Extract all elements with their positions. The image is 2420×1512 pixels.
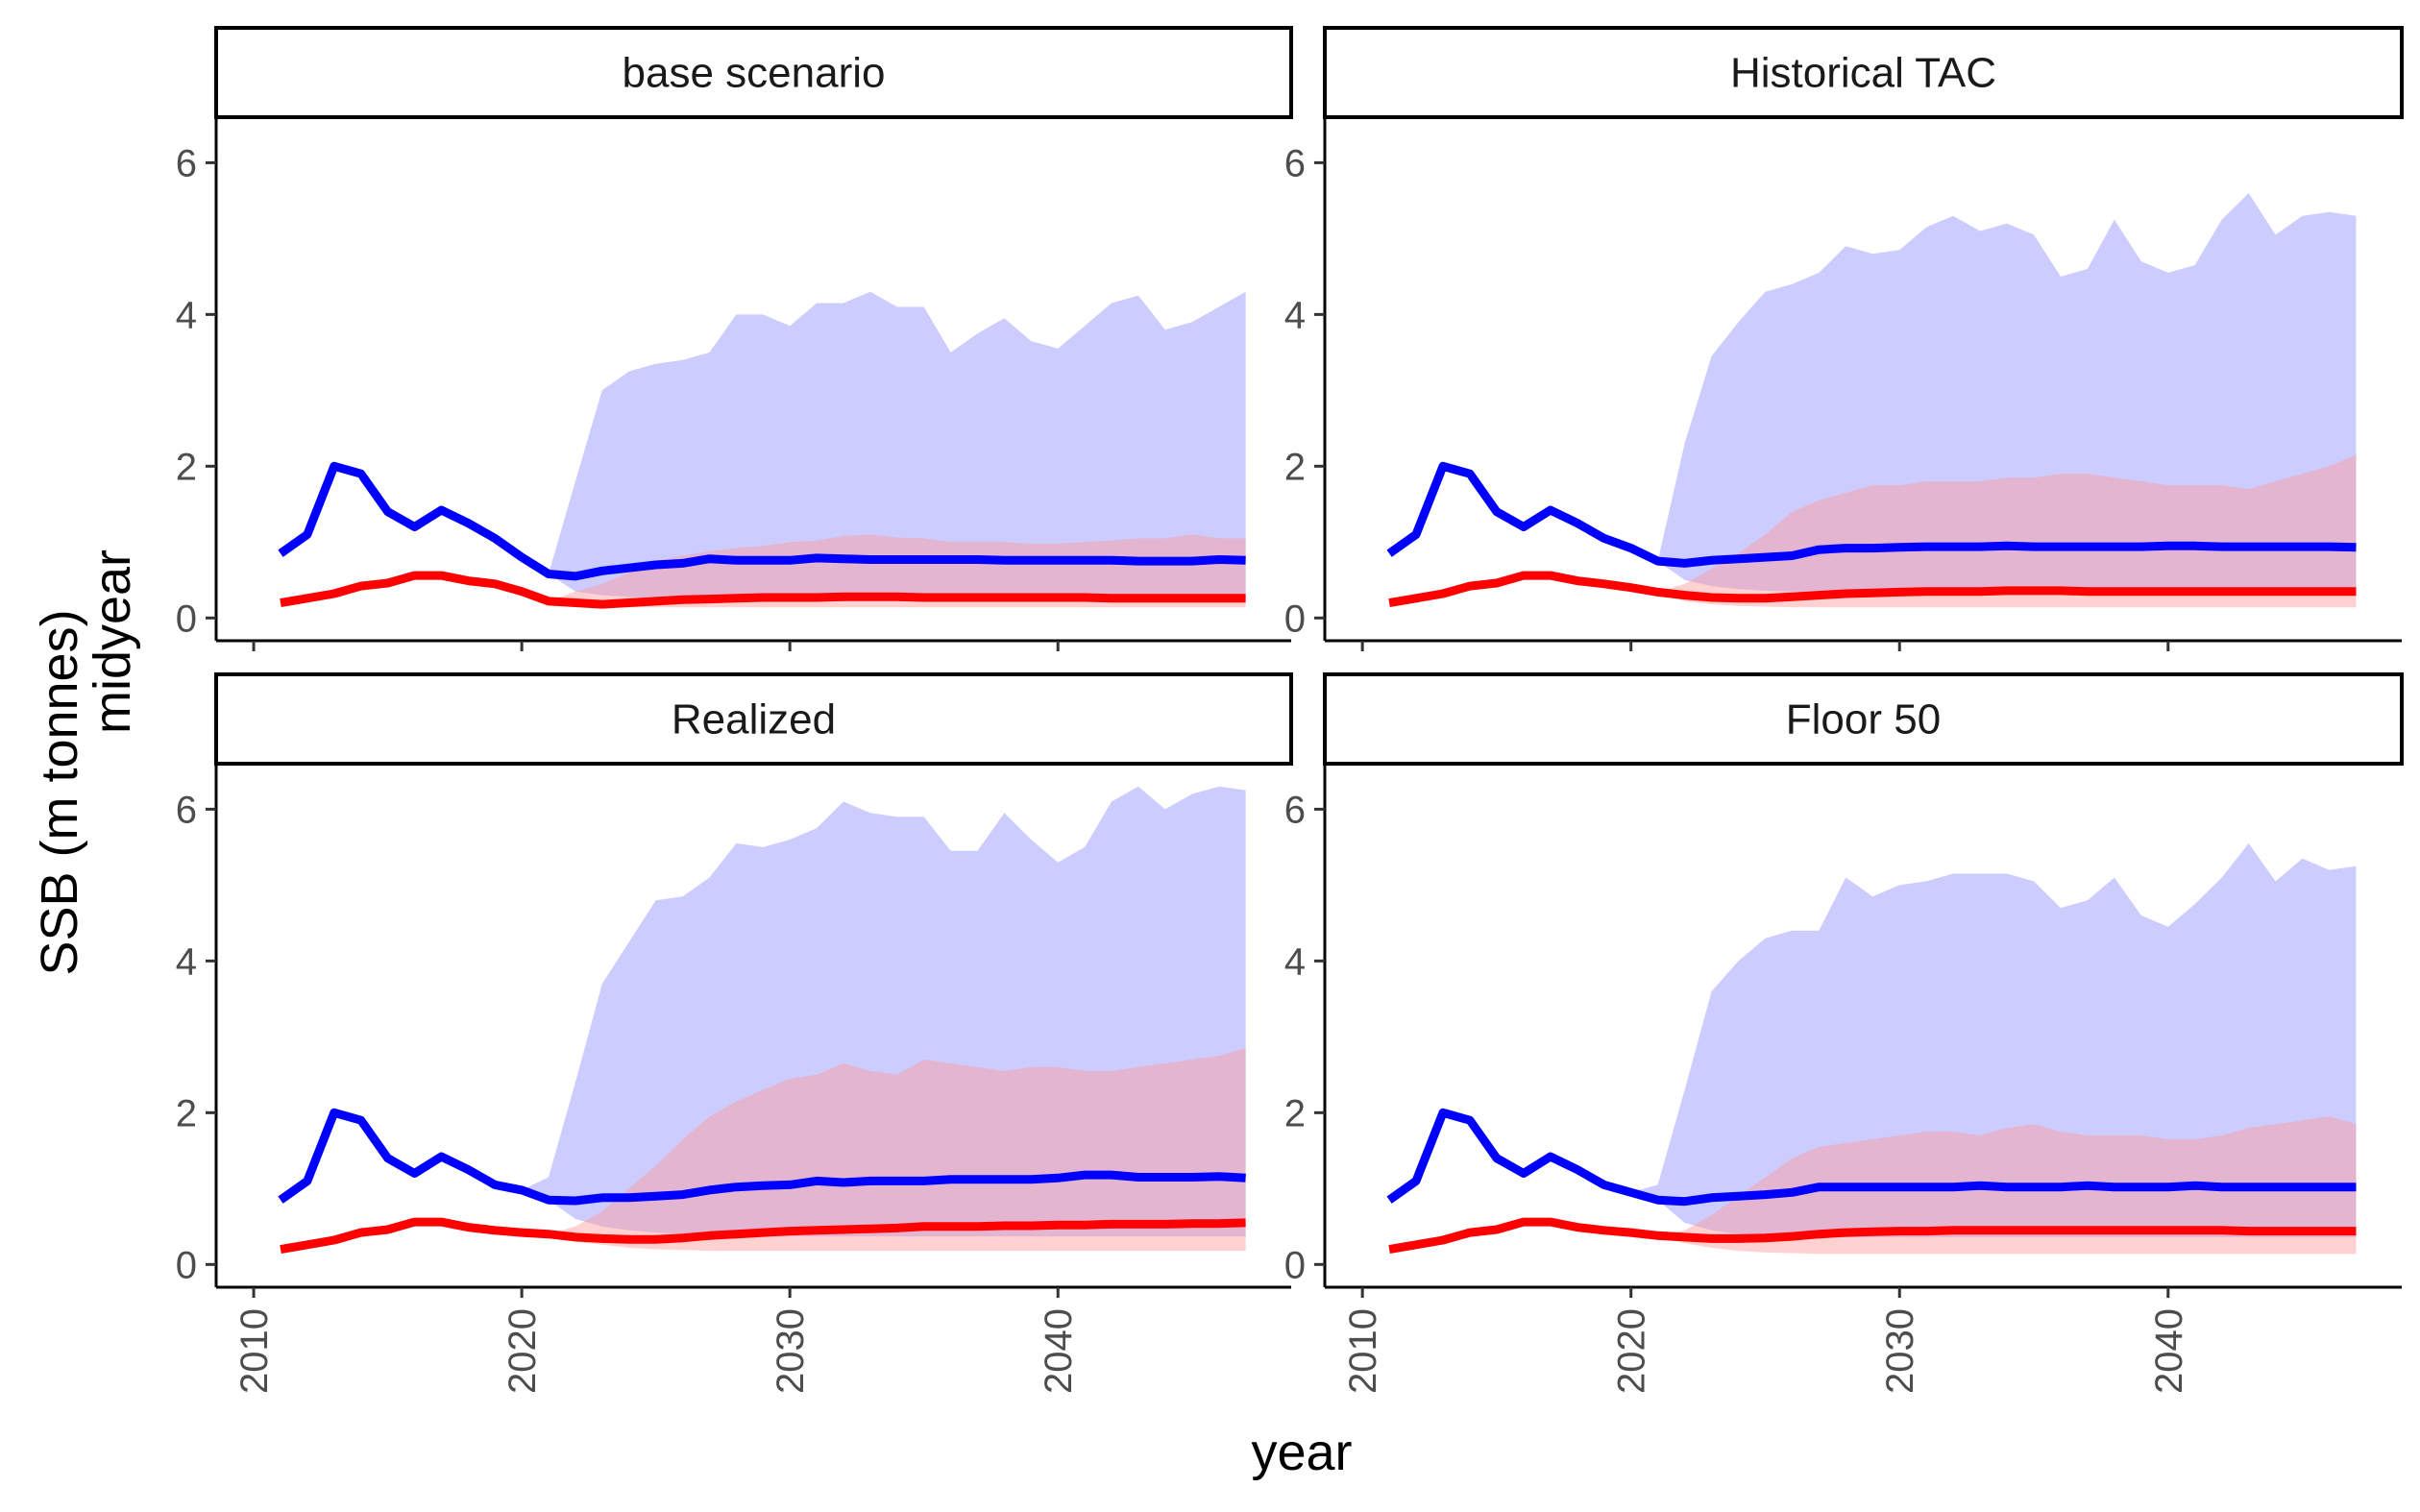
blue-uncertainty-band xyxy=(1389,842,2357,1237)
panel-title: Floor 50 xyxy=(1786,696,1941,744)
red-median-line xyxy=(280,571,1246,609)
panel-1: base scenario 0 2 4 6 xyxy=(176,26,1293,651)
x-tick-label: 2010 xyxy=(1342,1308,1384,1394)
panel-3: Realized 0 2 4 6 2010 2020 2030 2040 xyxy=(176,672,1293,1394)
panel-strip xyxy=(1323,672,2404,766)
panel-strip xyxy=(1323,26,2404,119)
blue-median-line xyxy=(278,1108,1246,1206)
y-tick-label: 0 xyxy=(1284,1244,1306,1286)
x-tick-label: 2030 xyxy=(1879,1308,1921,1394)
y-tick-label: 4 xyxy=(176,940,197,983)
panel-strip xyxy=(214,26,1293,119)
y-tick-label: 0 xyxy=(1284,597,1306,640)
blue-median-line xyxy=(1386,1108,2357,1207)
x-tick-label: 2040 xyxy=(2148,1308,2190,1394)
y-tick-label: 6 xyxy=(1284,789,1306,831)
red-median-line xyxy=(1388,571,2357,607)
y-tick-label: 2 xyxy=(176,446,197,488)
x-tick-label: 2040 xyxy=(1038,1308,1080,1394)
x-tick-label: 2030 xyxy=(770,1308,812,1394)
y-tick-label: 2 xyxy=(1284,446,1306,488)
panel-title: Historical TAC xyxy=(1730,50,1996,97)
panel-4: Floor 50 0 2 4 6 2010 2020 2030 2040 xyxy=(1284,672,2404,1394)
y-tick-label: 2 xyxy=(1284,1092,1306,1134)
panel-title: Realized xyxy=(672,696,836,744)
x-axis-title: year xyxy=(1251,1424,1352,1481)
panel-title: base scenario xyxy=(623,50,886,97)
y-axis-title-line-2: midyear xyxy=(84,549,141,734)
red-uncertainty-band xyxy=(281,534,1246,608)
y-tick-label: 0 xyxy=(176,597,197,640)
y-tick-label: 2 xyxy=(176,1092,197,1134)
blue-median-line xyxy=(1386,461,2357,568)
y-tick-label: 4 xyxy=(176,294,197,336)
blue-uncertainty-band xyxy=(281,786,1246,1237)
y-tick-label: 6 xyxy=(1284,142,1306,184)
y-tick-label: 6 xyxy=(176,789,197,831)
panel-strip xyxy=(214,672,1293,766)
red-uncertainty-band xyxy=(281,1048,1246,1252)
blue-median-line xyxy=(278,461,1246,581)
y-tick-label: 4 xyxy=(1284,294,1306,336)
red-uncertainty-band xyxy=(1389,454,2357,608)
red-median-line xyxy=(280,1217,1246,1254)
panel-2: Historical TAC 0 2 4 6 xyxy=(1284,26,2404,651)
x-tick-label: 2020 xyxy=(1611,1308,1653,1394)
x-tick-label: 2010 xyxy=(233,1308,276,1394)
blue-uncertainty-band xyxy=(1389,193,2357,594)
y-tick-label: 0 xyxy=(176,1244,197,1286)
x-tick-label: 2020 xyxy=(501,1308,544,1394)
red-median-line xyxy=(1388,1217,2357,1254)
blue-uncertainty-band xyxy=(281,291,1246,600)
y-tick-label: 6 xyxy=(176,142,197,184)
y-axis-title-line-1: SSB (m tonnes) xyxy=(31,609,88,975)
y-tick-label: 4 xyxy=(1284,940,1306,983)
